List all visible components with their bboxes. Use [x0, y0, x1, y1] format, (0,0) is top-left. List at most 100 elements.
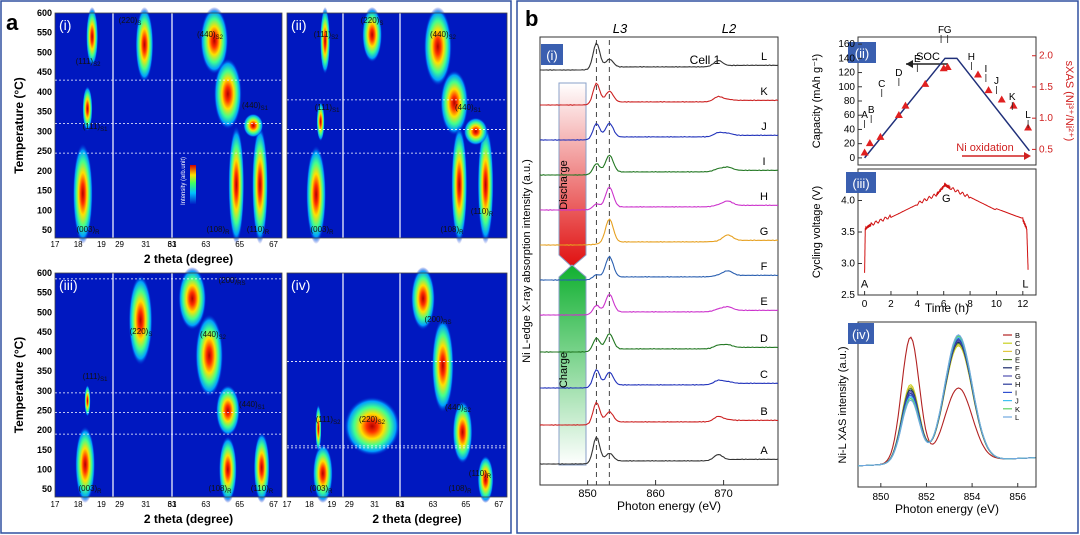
- xrd-roman-label: (iv): [291, 277, 310, 293]
- b-ii-ni-arrowhead: [1024, 152, 1031, 160]
- y-left-tick-label: 120: [838, 68, 855, 79]
- peak-label: (440)S2: [445, 403, 472, 414]
- state-label-F: F: [938, 25, 944, 36]
- x-tick-label: 65: [461, 500, 470, 509]
- voltage-trace: [864, 182, 1029, 273]
- y-tick-label: 350: [37, 366, 52, 376]
- xrd-subpanel-1: (i) 600 550 500 450 400 350 300 250 200 150 100 50 Te…: [12, 7, 283, 266]
- x-tick-label: 19: [97, 500, 106, 509]
- x-tick-label: 33: [168, 240, 177, 249]
- y-tick-label: 600: [37, 268, 52, 278]
- xrd-peak-band: [477, 125, 494, 244]
- xrd-peak-band: [128, 274, 153, 366]
- peak-label: (440)S1: [242, 101, 269, 112]
- xrd-peak-band: [316, 101, 325, 142]
- peak-label: (108)R: [440, 225, 464, 236]
- panel-a: (i) 600 550 500 450 400 350 300 250 200 150 100 50 Te…: [12, 7, 508, 526]
- peak-label: (111)S1: [83, 372, 109, 383]
- xrd-peak-band: [463, 117, 488, 146]
- peak-label: (003)R: [310, 225, 334, 236]
- spectrum-label-G: G: [760, 226, 769, 238]
- xrd-peak-band: [215, 384, 240, 437]
- legend-label-B: B: [1015, 331, 1020, 340]
- legend-label-C: C: [1015, 339, 1021, 348]
- xas-curve-J: [857, 336, 1036, 467]
- peak-label: (111)S1: [83, 122, 109, 133]
- x-tick-label: 65: [235, 500, 244, 509]
- x-tick-label: 18: [305, 500, 314, 509]
- b-iii-x-label: Time (h): [925, 301, 969, 315]
- peak-label: (110)R: [247, 225, 270, 236]
- b-i-roman: (i): [546, 48, 558, 63]
- state-label-E: E: [914, 54, 921, 65]
- b-i-y-label: Ni L-edge X-ray absorption intensity (a.…: [521, 159, 533, 363]
- y-tick-label: 500: [37, 47, 52, 57]
- x-tick-label: 33: [168, 500, 177, 509]
- y-right-tick-label: 2.0: [1039, 51, 1053, 62]
- y-tick-label: 200: [37, 166, 52, 176]
- x-axis-label: 2 theta (degree): [144, 512, 233, 526]
- x-tick-label: 29: [115, 240, 124, 249]
- x-tick-label: 33: [396, 500, 405, 509]
- spectrum-B: [539, 401, 778, 426]
- y-tick-label: 100: [37, 205, 52, 215]
- y-tick-label: 50: [42, 484, 52, 494]
- peak-label: (003)R: [76, 225, 100, 236]
- y-left-tick-label: 0: [849, 153, 855, 164]
- x-tick-label: 850: [872, 492, 889, 503]
- legend-label-I: I: [1015, 388, 1017, 397]
- b-i-roman-bg: [541, 44, 563, 65]
- peak-label: (220)S2: [359, 415, 386, 426]
- panel-a-border: [0, 0, 512, 534]
- peak-label: (200)RS: [218, 276, 245, 287]
- xas-curve-E: [857, 342, 1036, 467]
- y-axis-label: Temperature (°C): [12, 77, 26, 174]
- xrd-peak-band: [228, 125, 245, 244]
- x-tick-label: 870: [714, 488, 732, 500]
- y-tick-label: 400: [37, 347, 52, 357]
- y-tick-label: 500: [37, 307, 52, 317]
- x-tick-label: 61: [168, 240, 177, 249]
- xrd-peak-band: [440, 70, 469, 136]
- panel-b-i: (i) Cell 1 L3 L2 Photon energy (eV) Ni L…: [521, 21, 779, 513]
- xrd-peak-band: [344, 396, 401, 456]
- x-tick-label: 2: [888, 299, 894, 310]
- panel-b-label: b: [525, 6, 538, 31]
- y-left-tick-label: 40: [844, 124, 856, 135]
- b-ii-soc-arrowhead: [906, 60, 913, 68]
- x-tick-label: 17: [51, 500, 60, 509]
- xrd-roman-label: (iii): [59, 277, 78, 293]
- b-ii-roman-bg: [848, 42, 876, 63]
- spectrum-L: [540, 42, 779, 71]
- state-label-H: H: [968, 52, 975, 63]
- state-label-D: D: [895, 68, 902, 79]
- legend-label-H: H: [1015, 380, 1020, 389]
- b-iv-x-label: Photon energy (eV): [895, 502, 999, 516]
- xrd-roman-label: (ii): [291, 17, 307, 33]
- peak-label: (440)S2: [430, 30, 457, 41]
- x-tick-label: 67: [269, 240, 278, 249]
- x-tick-label: 61: [168, 500, 177, 509]
- xas-curve-I: [857, 337, 1036, 467]
- b-iv-roman-bg: [848, 323, 874, 344]
- legend-label-K: K: [1015, 405, 1020, 414]
- x-axis-label: 2 theta (degree): [144, 252, 233, 266]
- xrd-peak-band: [477, 455, 494, 503]
- b-iii-roman: (iii): [852, 176, 869, 191]
- xas-curve-H: [857, 339, 1036, 467]
- state-label-L: L: [1025, 110, 1031, 121]
- x-tick-label: 860: [646, 488, 664, 500]
- xrd-peak-band: [213, 58, 242, 130]
- y-tick-label: 300: [37, 126, 52, 136]
- y-tick-label: 3.5: [841, 227, 855, 238]
- b-iii-roman-bg: [846, 172, 876, 193]
- y-tick-label: 400: [37, 87, 52, 97]
- state-label-G: G: [944, 25, 952, 36]
- y-tick-label: 250: [37, 406, 52, 416]
- x-tick-label: 18: [74, 500, 83, 509]
- legend-label-E: E: [1015, 356, 1020, 365]
- xrd-peak-band: [82, 85, 93, 132]
- xrd-peak-band: [253, 432, 270, 503]
- voltage-state-G: G: [942, 193, 951, 205]
- y-tick-label: 600: [37, 8, 52, 18]
